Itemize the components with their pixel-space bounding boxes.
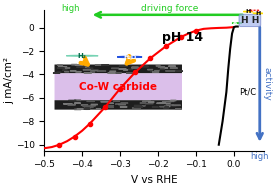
Circle shape: [253, 13, 263, 14]
Circle shape: [168, 105, 176, 106]
Text: Pt/C: Pt/C: [239, 88, 256, 97]
Circle shape: [68, 100, 76, 101]
Y-axis label: j mA/cm²: j mA/cm²: [4, 57, 14, 104]
Text: H₂O: H₂O: [123, 55, 136, 60]
Text: high: high: [62, 4, 80, 13]
Ellipse shape: [117, 56, 142, 57]
Text: pH 14: pH 14: [162, 31, 203, 43]
Text: H: H: [255, 11, 261, 16]
Text: high: high: [251, 152, 269, 161]
Text: H₂: H₂: [78, 53, 87, 59]
Circle shape: [74, 109, 81, 110]
Circle shape: [164, 106, 170, 107]
Circle shape: [145, 103, 153, 104]
Circle shape: [84, 107, 93, 108]
Circle shape: [134, 105, 142, 106]
Circle shape: [162, 101, 171, 102]
Circle shape: [74, 100, 81, 101]
Text: O: O: [251, 8, 257, 13]
FancyBboxPatch shape: [55, 73, 182, 100]
Text: Co-W carbide: Co-W carbide: [79, 82, 157, 92]
Text: H: H: [246, 9, 251, 14]
Circle shape: [66, 55, 98, 56]
FancyBboxPatch shape: [55, 64, 182, 73]
Text: activity: activity: [263, 67, 272, 101]
Text: driving force: driving force: [141, 4, 198, 13]
FancyBboxPatch shape: [55, 100, 182, 110]
Text: H H: H H: [241, 16, 259, 25]
Circle shape: [243, 11, 253, 12]
Text: e⁻: e⁻: [233, 21, 241, 26]
Circle shape: [91, 70, 99, 71]
Circle shape: [249, 10, 259, 11]
X-axis label: V vs RHE: V vs RHE: [131, 175, 177, 185]
Circle shape: [101, 101, 110, 102]
Circle shape: [91, 104, 98, 105]
